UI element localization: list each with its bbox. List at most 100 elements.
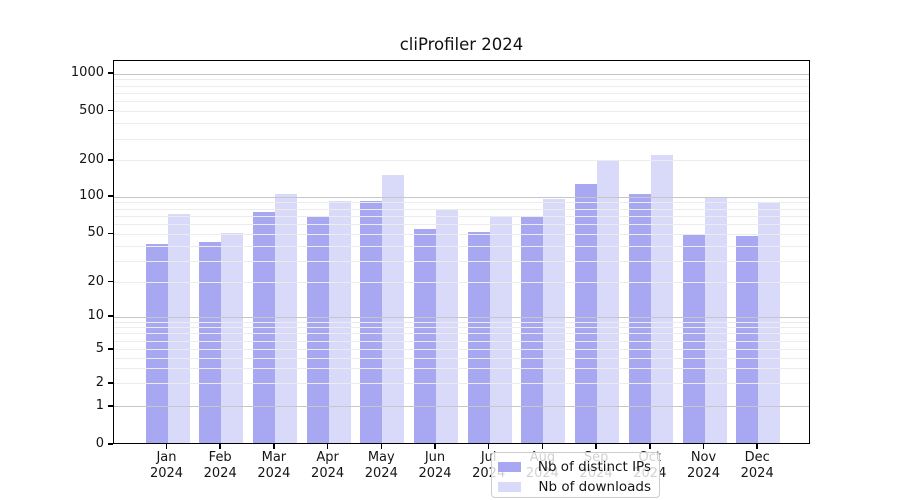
x-tick-mark-feb — [219, 444, 221, 449]
y-tick-label-50: 50 — [87, 225, 104, 241]
bar-downloads-jul — [489, 216, 512, 443]
x-tick-mark-jul — [487, 444, 490, 449]
x-tick-mark-aug — [541, 444, 544, 449]
bar-distinct-ips-nov — [682, 234, 705, 443]
bar-distinct-ips-aug — [521, 216, 544, 443]
minor-gridline-60 — [114, 223, 809, 225]
minor-gridline-7 — [114, 333, 809, 335]
minor-gridline-400 — [114, 123, 809, 125]
minor-gridline-6 — [114, 340, 809, 342]
bar-downloads-dec — [758, 203, 781, 443]
minor-gridline-9 — [114, 321, 809, 323]
y-tick-mark-500 — [108, 109, 113, 112]
y-tick-label-500: 500 — [79, 102, 104, 118]
x-tick-mark-nov — [702, 444, 705, 449]
minor-gridline-500 — [114, 111, 809, 113]
y-tick-label-20: 20 — [87, 273, 104, 289]
x-tick-label-may: May 2024 — [364, 450, 398, 481]
y-tick-label-1: 1 — [95, 397, 104, 413]
bar-distinct-ips-oct — [628, 194, 651, 443]
bar-distinct-ips-feb — [199, 242, 222, 443]
minor-gridline-300 — [114, 138, 809, 140]
bar-downloads-feb — [221, 233, 244, 443]
y-tick-mark-1 — [108, 405, 113, 407]
y-tick-label-0: 0 — [95, 436, 104, 451]
y-tick-mark-0 — [108, 443, 113, 445]
major-gridline-10 — [114, 316, 809, 318]
bar-distinct-ips-jul — [467, 232, 490, 443]
minor-gridline-2 — [114, 383, 809, 385]
minor-gridline-4 — [114, 357, 809, 359]
y-tick-mark-2 — [108, 382, 113, 384]
y-tick-mark-1000 — [108, 72, 113, 74]
bar-downloads-mar — [274, 194, 297, 443]
minor-gridline-70 — [114, 215, 809, 217]
bar-distinct-ips-apr — [306, 216, 329, 443]
bar-downloads-aug — [543, 198, 566, 443]
bar-distinct-ips-jan — [145, 243, 168, 443]
legend-swatch-downloads — [498, 482, 521, 492]
x-tick-mark-apr — [326, 444, 329, 449]
legend-item-downloads: Nb of downloads — [498, 477, 651, 497]
y-tick-label-2: 2 — [95, 374, 104, 390]
legend-swatch-distinct-ips — [498, 462, 521, 472]
minor-gridline-20 — [114, 282, 809, 284]
minor-gridline-30 — [114, 260, 809, 262]
y-tick-mark-50 — [108, 232, 113, 235]
x-tick-label-jun: Jun 2024 — [418, 450, 452, 481]
x-tick-mark-jun — [434, 444, 436, 449]
major-gridline-100 — [114, 196, 809, 198]
bar-distinct-ips-dec — [736, 236, 759, 443]
minor-gridline-90 — [114, 202, 809, 204]
x-tick-label-feb: Feb 2024 — [203, 450, 237, 481]
legend-label-distinct-ips: Nb of distinct IPs — [537, 459, 651, 475]
x-tick-mark-mar — [273, 444, 275, 449]
minor-gridline-200 — [114, 160, 809, 162]
x-tick-mark-may — [380, 444, 383, 449]
bar-downloads-nov — [704, 197, 727, 443]
bar-distinct-ips-sep — [575, 184, 598, 443]
x-tick-label-apr: Apr 2024 — [311, 450, 345, 481]
minor-gridline-800 — [114, 85, 809, 87]
minor-gridline-5 — [114, 349, 809, 351]
y-tick-label-10: 10 — [87, 308, 104, 323]
y-tick-label-200: 200 — [79, 151, 104, 167]
legend: Nb of distinct IPs Nb of downloads — [491, 452, 660, 498]
y-tick-mark-200 — [108, 159, 113, 161]
y-tick-mark-10 — [108, 315, 113, 317]
y-tick-label-1000: 1000 — [70, 65, 104, 81]
minor-gridline-600 — [114, 101, 809, 103]
y-tick-mark-20 — [108, 280, 113, 283]
grid-layer — [114, 61, 809, 443]
minor-gridline-700 — [114, 92, 809, 94]
x-tick-label-dec: Dec 2024 — [740, 450, 774, 481]
y-tick-label-5: 5 — [95, 340, 104, 356]
x-tick-mark-oct — [649, 444, 651, 449]
bar-downloads-sep — [597, 160, 620, 443]
minor-gridline-3 — [114, 368, 809, 370]
bars-layer — [114, 61, 809, 443]
x-tick-label-mar: Mar 2024 — [257, 450, 291, 481]
y-tick-mark-5 — [108, 348, 113, 350]
bar-downloads-jun — [436, 209, 458, 443]
minor-gridline-50 — [114, 233, 809, 235]
x-tick-mark-jan — [165, 444, 168, 449]
x-tick-label-jan: Jan 2024 — [149, 450, 184, 481]
y-tick-label-100: 100 — [79, 188, 104, 203]
y-tick-mark-100 — [108, 195, 113, 197]
plot-area: Nb of distinct IPs Nb of downloads — [113, 60, 810, 498]
bar-downloads-oct — [650, 155, 673, 443]
legend-label-downloads: Nb of downloads — [538, 479, 651, 495]
minor-gridline-8 — [114, 327, 809, 329]
legend-item-distinct-ips: Nb of distinct IPs — [498, 457, 651, 477]
major-gridline-1 — [114, 406, 809, 408]
major-gridline-1000 — [114, 73, 809, 75]
x-tick-label-nov: Nov 2024 — [686, 450, 721, 481]
minor-gridline-900 — [114, 79, 809, 81]
bar-downloads-may — [382, 174, 405, 443]
minor-gridline-80 — [114, 208, 809, 210]
x-tick-mark-dec — [756, 444, 758, 449]
minor-gridline-40 — [114, 245, 809, 247]
chart-title: cliProfiler 2024 — [399, 35, 524, 54]
